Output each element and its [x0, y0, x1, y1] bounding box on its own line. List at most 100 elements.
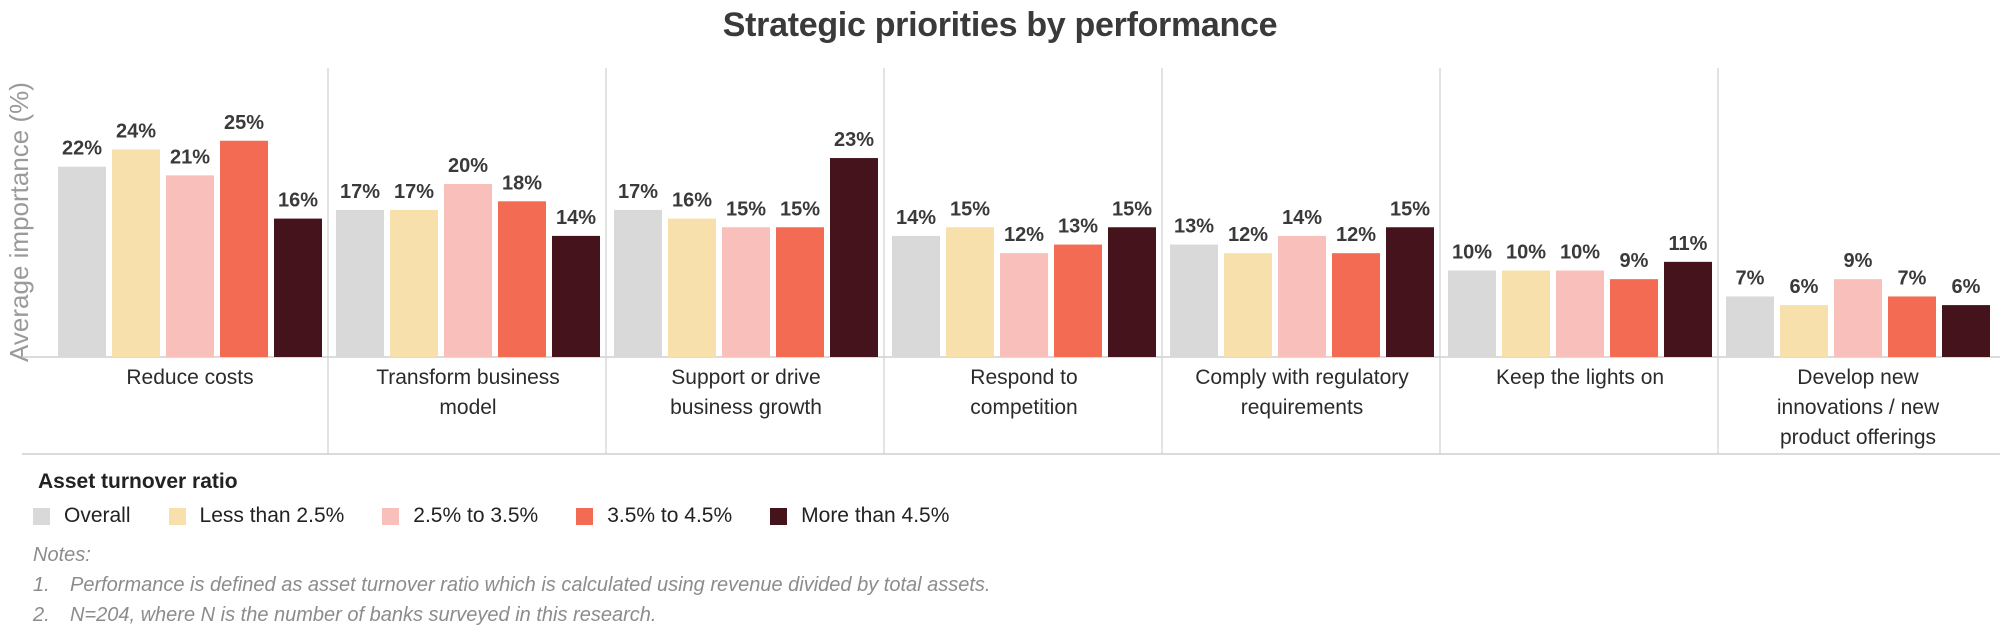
data-label: 14%	[1282, 207, 1322, 229]
data-label: 17%	[618, 181, 658, 203]
bars	[58, 140, 1990, 357]
note-1-text: Performance is defined as asset turnover…	[70, 574, 991, 596]
note-2-text: N=204, where N is the number of banks su…	[70, 604, 657, 626]
category-label: Transform business model	[376, 366, 560, 419]
bar	[552, 235, 600, 357]
legend-label: 3.5% to 4.5%	[607, 504, 733, 527]
category-labels: Reduce costs Transform business model Suppo…	[126, 366, 1940, 449]
legend-swatch	[770, 507, 788, 525]
bar	[166, 175, 214, 357]
bar	[1224, 253, 1272, 357]
bar	[336, 209, 384, 357]
data-label: 6%	[1790, 276, 1819, 298]
bar	[1000, 253, 1048, 357]
legend-item: Overall	[33, 504, 131, 528]
bar	[1834, 279, 1882, 357]
data-label: 21%	[170, 146, 210, 168]
data-label: 10%	[1506, 242, 1546, 264]
legend-title: Asset turnover ratio	[38, 470, 238, 493]
legend-item: 3.5% to 4.5%	[576, 504, 732, 528]
legend-swatch	[576, 507, 594, 525]
bar	[946, 227, 994, 357]
data-label: 25%	[224, 112, 264, 134]
data-label: 10%	[1452, 242, 1492, 264]
data-label: 13%	[1174, 216, 1214, 238]
data-label: 13%	[1058, 216, 1098, 238]
category-label: Develop new innovations / new product offe…	[1777, 366, 1940, 449]
bar	[1054, 244, 1102, 357]
legend-swatch	[168, 507, 186, 525]
bar	[614, 209, 662, 357]
notes-heading: Notes:	[33, 544, 91, 566]
data-label: 24%	[116, 120, 156, 142]
data-label: 12%	[1336, 224, 1376, 246]
data-label: 23%	[834, 129, 874, 151]
legend-label: Less than 2.5%	[199, 504, 345, 527]
legend-label: More than 4.5%	[801, 504, 950, 527]
bar	[1888, 296, 1936, 357]
data-label: 7%	[1736, 267, 1765, 289]
data-label: 20%	[448, 155, 488, 177]
bar	[220, 140, 268, 357]
data-label: 7%	[1898, 267, 1927, 289]
data-labels: 22% 24% 21% 25% 16% 17% 17% 20% 18% 14% 17% 16% 15% 1…	[62, 112, 1981, 298]
legend-item: 2.5% to 3.5%	[382, 504, 538, 528]
bar	[1780, 305, 1828, 357]
category-label: Reduce costs	[126, 366, 253, 389]
notes: Notes: 1. Performance is defined as asse…	[33, 540, 991, 630]
bar	[1386, 227, 1434, 357]
legend: Overall Less than 2.5% 2.5% to 3.5% 3.5% to…	[33, 503, 987, 529]
data-label: 18%	[502, 172, 542, 194]
note-1-number: 1.	[33, 574, 50, 596]
category-label: Keep the lights on	[1496, 366, 1664, 389]
data-label: 22%	[62, 138, 102, 160]
bar	[274, 218, 322, 357]
data-label: 12%	[1228, 224, 1268, 246]
bar	[1278, 235, 1326, 357]
data-label: 9%	[1620, 250, 1649, 272]
data-label: 6%	[1952, 276, 1981, 298]
data-label: 15%	[780, 198, 820, 220]
category-label: Comply with regulatory requirements	[1195, 366, 1409, 419]
bar	[112, 149, 160, 357]
bar	[1332, 253, 1380, 357]
bar	[722, 227, 770, 357]
data-label: 12%	[1004, 224, 1044, 246]
data-label: 10%	[1560, 242, 1600, 264]
data-label: 17%	[394, 181, 434, 203]
legend-item: Less than 2.5%	[168, 504, 345, 528]
data-label: 15%	[1112, 198, 1152, 220]
note-2: 2. N=204, where N is the number of banks…	[33, 600, 991, 630]
bar	[1610, 279, 1658, 357]
y-axis-title: Average importance (%)	[4, 82, 34, 362]
data-label: 11%	[1669, 233, 1708, 255]
bar-chart: Average importance (%) 22% 24% 21% 25% 16% 17…	[4, 68, 2000, 455]
legend-item: More than 4.5%	[770, 504, 949, 528]
data-label: 9%	[1844, 250, 1873, 272]
bar	[58, 166, 106, 357]
data-label: 15%	[1390, 198, 1430, 220]
bar	[1448, 270, 1496, 357]
bar	[1942, 305, 1990, 357]
legend-label: 2.5% to 3.5%	[413, 504, 539, 527]
bar	[1170, 244, 1218, 357]
bar	[1502, 270, 1550, 357]
bar	[1664, 261, 1712, 357]
note-1: 1. Performance is defined as asset turno…	[33, 570, 991, 600]
bar	[1108, 227, 1156, 357]
category-label: Respond to competition	[970, 366, 1077, 419]
data-label: 15%	[726, 198, 766, 220]
data-label: 14%	[556, 207, 596, 229]
bar	[668, 218, 716, 357]
bar	[498, 201, 546, 357]
bar	[1556, 270, 1604, 357]
bar	[892, 235, 940, 357]
legend-swatch	[33, 507, 50, 525]
data-label: 16%	[672, 190, 712, 212]
bar	[1726, 296, 1774, 357]
data-label: 15%	[950, 198, 990, 220]
bar	[390, 209, 438, 357]
data-label: 14%	[896, 207, 936, 229]
bar	[444, 184, 492, 357]
data-label: 17%	[340, 181, 380, 203]
